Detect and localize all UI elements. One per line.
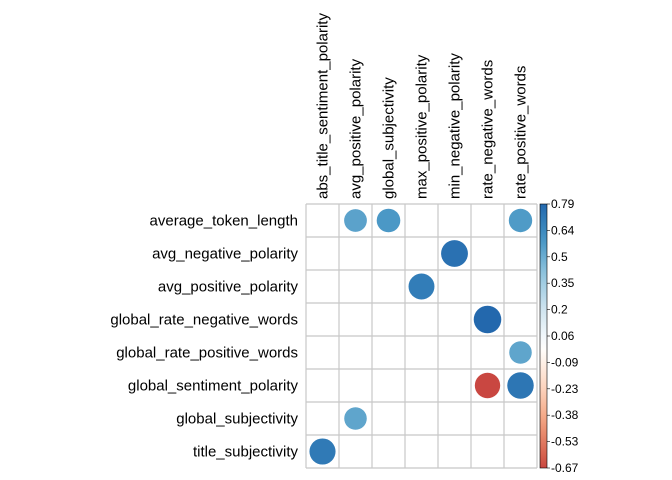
column-label: abs_title_sentiment_polarity: [315, 13, 332, 199]
row-label: avg_negative_polarity: [152, 246, 298, 263]
correlation-circle: [344, 407, 367, 430]
colorbar-tick-label: 0.06: [551, 329, 575, 343]
colorbar-tick-label: -0.23: [551, 382, 579, 396]
correlation-circle: [441, 240, 468, 267]
column-labels: abs_title_sentiment_polarity avg_positive…: [315, 13, 530, 199]
correlation-circle: [376, 208, 401, 233]
colorbar-tick-label: 0.2: [551, 303, 568, 317]
column-label: min_negative_polarity: [447, 53, 464, 199]
colorbar-tick-label: 0.35: [551, 276, 575, 290]
correlation-circle: [508, 208, 533, 233]
correlation-circle: [344, 209, 367, 232]
colorbar: 0.79 0.64 0.5 0.35 0.2 0.06 -0.09 -0.23 -0.38 -0.…: [539, 197, 579, 475]
correlation-circles: [309, 208, 534, 465]
colorbar-gradient: [539, 203, 548, 469]
column-label: avg_positive_polarity: [348, 58, 365, 199]
column-label: rate_positive_words: [513, 66, 530, 199]
grid: [305, 203, 538, 469]
colorbar-tick-label: -0.53: [551, 435, 579, 449]
row-label: global_subjectivity: [176, 411, 298, 428]
row-label: title_subjectivity: [193, 444, 299, 461]
correlation-circle: [309, 438, 336, 465]
row-label: global_rate_positive_words: [116, 345, 298, 362]
correlation-circle: [509, 341, 532, 364]
column-label: rate_negative_words: [480, 60, 497, 199]
correlation-circle: [474, 372, 501, 399]
column-label: max_positive_polarity: [414, 54, 431, 199]
colorbar-tick-label: 0.5: [551, 250, 568, 264]
colorbar-tick-label: -0.38: [551, 408, 579, 422]
row-label: global_sentiment_polarity: [128, 378, 299, 395]
column-label: global_subjectivity: [381, 77, 398, 199]
correlation-circle: [507, 372, 534, 399]
colorbar-tick-label: 0.64: [551, 223, 575, 237]
colorbar-tick-label: -0.09: [551, 355, 579, 369]
row-label: avg_positive_polarity: [158, 279, 299, 296]
row-label: average_token_length: [150, 213, 298, 230]
row-labels: average_token_length avg_negative_polarit…: [110, 213, 298, 461]
row-label: global_rate_negative_words: [110, 312, 298, 329]
colorbar-tick-label: -0.67: [551, 461, 579, 475]
correlation-circle: [473, 305, 502, 334]
colorbar-tick-label: 0.79: [551, 197, 575, 211]
correlation-circle: [408, 273, 435, 300]
